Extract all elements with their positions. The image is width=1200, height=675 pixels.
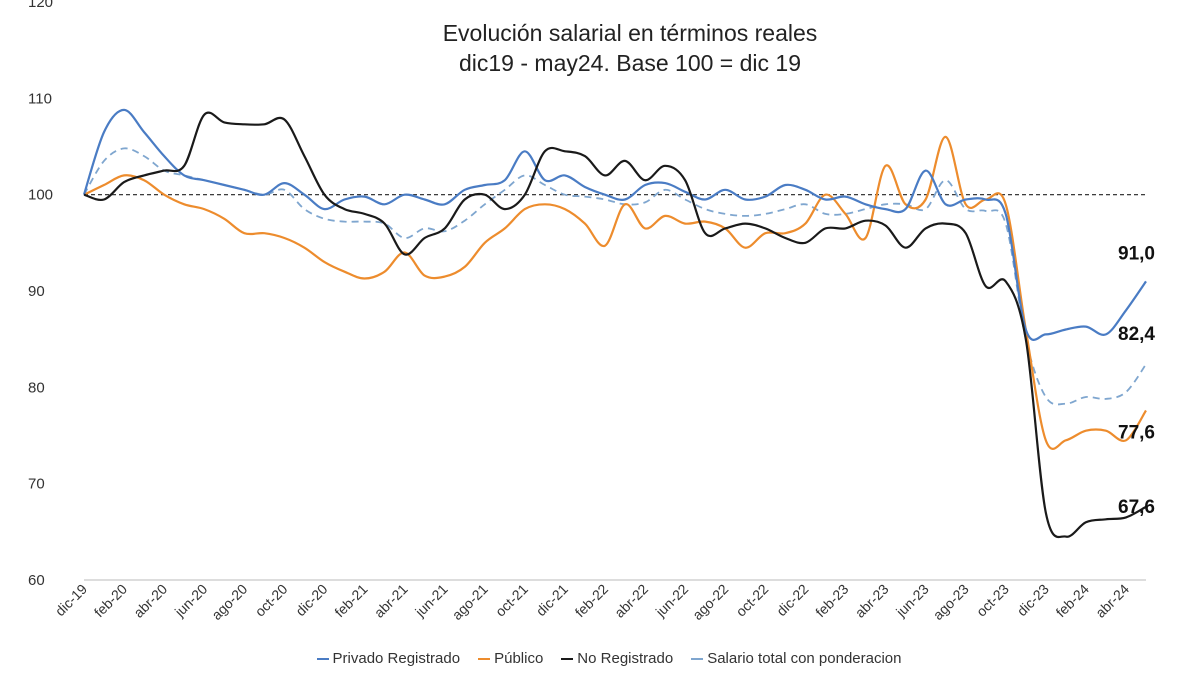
x-tick-label: feb-22: [572, 581, 612, 621]
end-value-label: 67,6: [1118, 497, 1155, 518]
legend-item-salario-total: Salario total con ponderacion: [691, 650, 901, 667]
y-tick-label: 110: [28, 90, 52, 107]
x-tick-label: feb-24: [1053, 581, 1093, 621]
legend-label-privado: Privado Registrado: [332, 650, 461, 667]
chart-title: Evolución salarial en términos reales: [442, 20, 818, 46]
legend-item-publico: Público: [478, 650, 543, 667]
x-tick-label: dic-23: [1014, 581, 1052, 619]
x-tick-label: dic-19: [52, 581, 90, 619]
y-tick-label: 60: [28, 572, 45, 589]
y-tick-label: 90: [28, 283, 45, 300]
x-tick-label: feb-21: [331, 581, 371, 621]
x-tick-label: dic-21: [533, 581, 571, 619]
chart-subtitle: dic19 - may24. Base 100 = dic 19: [458, 50, 801, 76]
x-tick-label: oct-20: [252, 581, 291, 620]
x-tick-label: dic-20: [292, 581, 330, 619]
legend-item-no-registrado: No Registrado: [561, 650, 673, 667]
x-tick-label: oct-23: [973, 581, 1012, 620]
x-tick-label: abr-22: [611, 581, 651, 621]
x-tick-label: ago-23: [930, 581, 972, 623]
series-lines: [82, 108, 1147, 539]
x-tick-label: oct-21: [492, 581, 531, 620]
x-tick-label: dic-22: [773, 581, 811, 619]
y-axis: 60 70 80 90 100 110 120: [28, 0, 53, 589]
x-tick-label: jun-22: [652, 581, 692, 621]
x-tick-label: jun-23: [892, 581, 932, 621]
x-tick-label: feb-20: [91, 581, 131, 621]
x-tick-label: abr-21: [371, 581, 411, 621]
x-tick-label: abr-20: [130, 581, 170, 621]
legend-swatch-privado: [316, 657, 329, 660]
series-line-no-registrado: [83, 111, 1147, 539]
end-value-label: 77,6: [1118, 422, 1155, 443]
x-tick-label: ago-22: [689, 581, 731, 623]
y-tick-label: 120: [28, 0, 53, 11]
x-tick-label: feb-23: [812, 581, 852, 621]
end-value-label: 82,4: [1118, 324, 1155, 345]
x-tick-label: jun-21: [411, 581, 451, 621]
legend-swatch-publico: [478, 657, 491, 660]
series-line-privado-registrado: [82, 108, 1147, 341]
legend-label-salario-total: Salario total con ponderacion: [707, 650, 902, 667]
x-tick-label: ago-20: [208, 581, 250, 623]
series-line-publico: [83, 135, 1147, 450]
x-tick-label: abr-24: [1092, 581, 1132, 621]
x-tick-label: abr-23: [852, 581, 892, 621]
x-tick-label: ago-21: [449, 581, 491, 623]
legend-swatch-salario-total: [691, 657, 704, 660]
legend-label-publico: Público: [494, 650, 544, 667]
legend: Privado Registrado Público No Registrado…: [0, 650, 1200, 667]
end-value-label: 91,0: [1118, 243, 1155, 264]
legend-item-privado: Privado Registrado: [316, 650, 461, 667]
legend-swatch-no-registrado: [561, 657, 574, 660]
y-tick-label: 70: [28, 476, 45, 493]
x-tick-label: jun-20: [171, 581, 211, 621]
y-tick-label: 80: [28, 379, 45, 396]
legend-label-no-registrado: No Registrado: [577, 650, 674, 667]
series-line-salario-total: [83, 147, 1147, 406]
end-labels: 91,0 82,4 77,6 67,6: [1118, 243, 1155, 517]
y-tick-label: 100: [28, 187, 53, 204]
x-tick-label: oct-22: [733, 581, 772, 620]
